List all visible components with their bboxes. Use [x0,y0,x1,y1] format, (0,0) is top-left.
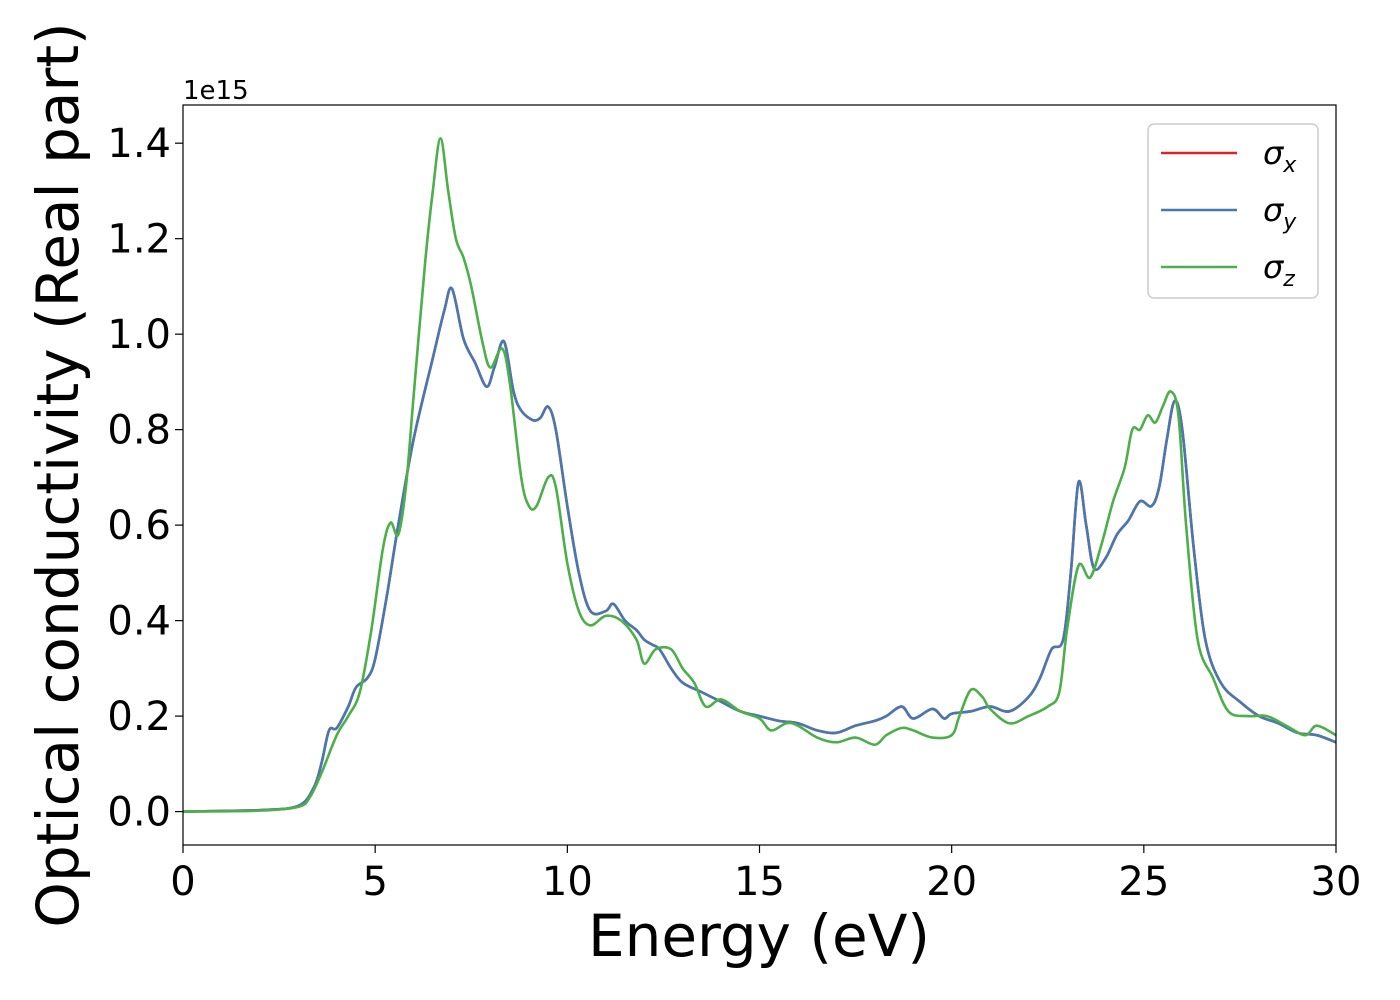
y-offset-label: 1e15 [183,76,249,106]
legend-label-x: σx [1263,134,1297,178]
x-tick-label: 25 [1118,859,1169,905]
legend-symbol: σ [1263,134,1285,172]
x-tick-label: 30 [1311,859,1362,905]
y-tick-label: 0.0 [107,790,171,836]
x-tick-label: 15 [734,859,785,905]
x-axis: 0 5 10 15 20 25 30 [170,845,1361,905]
x-tick-label: 20 [926,859,977,905]
y-tick-label: 0.8 [107,408,171,454]
y-tick-label: 1.2 [107,217,171,263]
legend-subscript: z [1282,267,1295,292]
legend-symbol: σ [1263,248,1285,286]
x-axis-title: Energy (eV) [588,902,930,970]
x-tick-label: 5 [362,859,387,905]
series-layer [182,137,1337,813]
x-tick-label: 0 [170,859,195,905]
y-tick-label: 1.0 [107,312,171,358]
legend-subscript: y [1282,210,1297,235]
series-line-z [182,137,1337,813]
legend-label-z: σz [1263,248,1295,292]
plot-background [183,105,1336,845]
legend-subscript: x [1282,153,1297,178]
legend-label-y: σy [1263,191,1297,235]
legend-symbol: σ [1263,191,1285,229]
x-tick-label: 10 [542,859,593,905]
y-tick-label: 0.2 [107,694,171,740]
y-tick-label: 0.6 [107,503,171,549]
y-axis-title: Optical conductivity (Real part) [24,22,92,927]
y-tick-label: 1.4 [107,121,171,167]
y-axis: 0.0 0.2 0.4 0.6 0.8 1.0 1.2 1.4 [107,121,183,836]
y-tick-label: 0.4 [107,599,171,645]
